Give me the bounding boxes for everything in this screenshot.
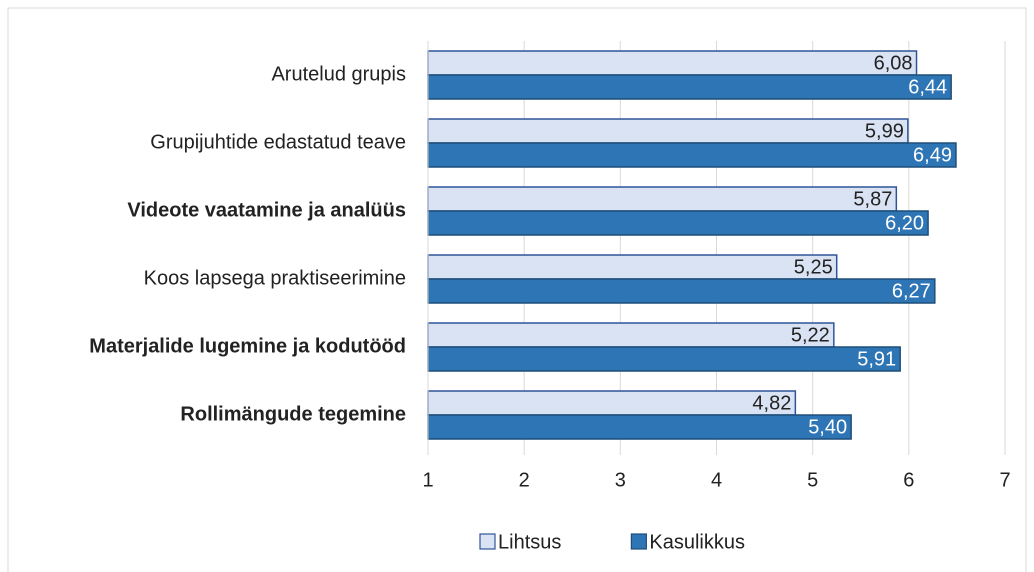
- bar: [427, 210, 929, 236]
- category-label: Rollimängude tegemine: [180, 403, 406, 425]
- x-tick-label: 3: [615, 469, 626, 491]
- x-tick-label: 6: [903, 469, 914, 491]
- data-label: 5,40: [808, 416, 847, 438]
- legend-label: Lihtsus: [498, 531, 561, 553]
- bar: [427, 390, 797, 416]
- bar: [427, 186, 898, 212]
- data-label: 6,44: [908, 76, 947, 98]
- bar: [427, 74, 952, 100]
- data-label: 6,27: [892, 280, 931, 302]
- bar: [427, 278, 936, 304]
- x-tick-label: 4: [711, 469, 722, 491]
- category-label: Grupijuhtide edastatud teave: [150, 131, 406, 153]
- bar: [427, 254, 838, 280]
- bar: [427, 142, 957, 168]
- bar: [427, 414, 852, 440]
- bar: [427, 346, 901, 372]
- category-label: Arutelud grupis: [271, 63, 406, 85]
- bar: [427, 118, 909, 144]
- x-tick-label: 1: [422, 469, 433, 491]
- category-label: Materjalide lugemine ja kodutööd: [89, 335, 406, 357]
- category-label: Videote vaatamine ja analüüs: [127, 199, 406, 221]
- bar: [427, 50, 918, 76]
- data-label: 5,99: [865, 120, 904, 142]
- category-label: Koos lapsega praktiseerimine: [144, 267, 406, 289]
- data-label: 6,20: [885, 212, 924, 234]
- legend-swatch: [630, 533, 647, 550]
- legend-swatch: [479, 533, 496, 550]
- bar: [427, 322, 835, 348]
- data-label: 6,08: [874, 52, 913, 74]
- data-label: 4,82: [752, 392, 791, 414]
- x-tick-label: 5: [807, 469, 818, 491]
- data-label: 5,91: [857, 348, 896, 370]
- x-tick-label: 2: [519, 469, 530, 491]
- x-tick-label: 7: [999, 469, 1010, 491]
- data-label: 5,25: [794, 256, 833, 278]
- data-label: 6,49: [913, 144, 952, 166]
- legend-label: Kasulikkus: [649, 531, 745, 553]
- data-label: 5,87: [853, 188, 892, 210]
- data-label: 5,22: [791, 324, 830, 346]
